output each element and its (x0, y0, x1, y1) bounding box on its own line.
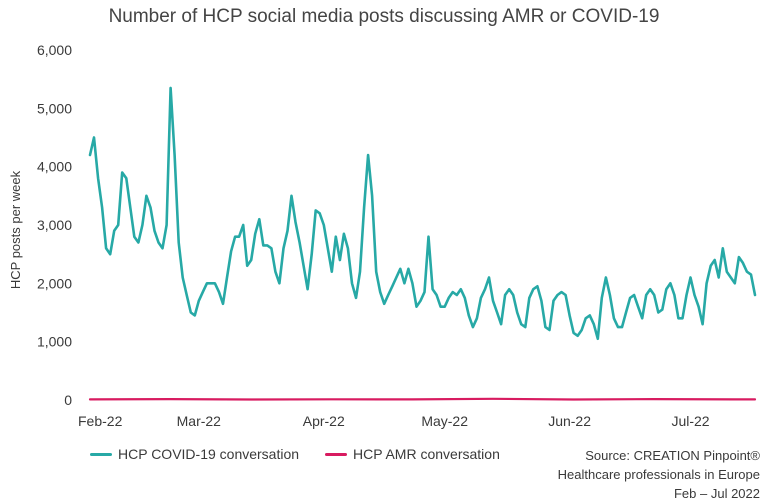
x-tick-label: Jul-22 (671, 413, 709, 429)
y-tick-label: 6,000 (37, 42, 72, 58)
legend-swatch-covid (90, 452, 112, 456)
x-tick-label: Jun-22 (548, 413, 591, 429)
y-tick-label: 1,000 (37, 334, 72, 350)
source-note: Source: CREATION Pinpoint® Healthcare pr… (558, 446, 760, 503)
x-tick-label: Feb-22 (78, 413, 123, 429)
series-line-amr (88, 397, 757, 401)
series-line-covid (88, 86, 757, 341)
source-period: Feb – Jul 2022 (673, 486, 760, 501)
x-tick-label: Apr-22 (303, 413, 345, 429)
legend-label-amr: HCP AMR conversation (353, 446, 500, 462)
legend-swatch-amr (325, 452, 348, 456)
source-population: Healthcare professionals in Europe (557, 467, 760, 482)
y-axis-label: HCP posts per week (8, 170, 23, 289)
y-tick-label: 0 (64, 392, 72, 408)
y-tick-label: 4,000 (37, 159, 72, 175)
chart-title: Number of HCP social media posts discuss… (108, 6, 660, 27)
legend-item-amr: HCP AMR conversation (325, 446, 500, 462)
y-tick-label: 5,000 (37, 100, 72, 116)
x-tick-label: Mar-22 (177, 413, 222, 429)
line-chart: HCP posts per week 0 1,000 2,000 3,000 4,000… (8, 42, 757, 429)
legend-item-covid: HCP COVID-19 conversation (90, 446, 299, 462)
x-tick-label: May-22 (421, 413, 468, 429)
y-tick-label: 3,000 (37, 217, 72, 233)
legend-label-covid: HCP COVID-19 conversation (118, 446, 300, 462)
source-line: Source: CREATION Pinpoint® (585, 448, 760, 463)
y-tick-label: 2,000 (37, 275, 72, 291)
legend: HCP COVID-19 conversation HCP AMR conver… (90, 446, 526, 462)
